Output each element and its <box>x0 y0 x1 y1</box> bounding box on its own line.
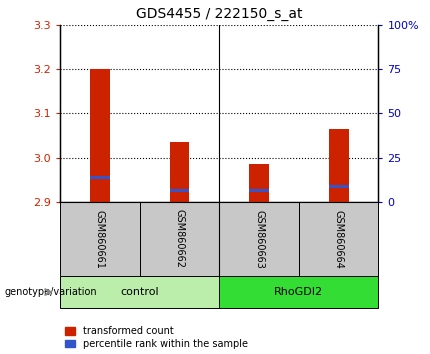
Text: RhoGDI2: RhoGDI2 <box>274 287 323 297</box>
Bar <box>60 276 219 308</box>
Bar <box>169 189 190 192</box>
Bar <box>90 176 110 179</box>
Bar <box>140 202 219 276</box>
Bar <box>169 142 190 202</box>
Text: GSM860663: GSM860663 <box>254 210 264 268</box>
Bar <box>219 276 378 308</box>
Bar <box>249 164 269 202</box>
Bar <box>249 189 269 192</box>
Bar <box>90 69 110 202</box>
Title: GDS4455 / 222150_s_at: GDS4455 / 222150_s_at <box>136 7 303 21</box>
Bar <box>60 202 140 276</box>
Bar <box>329 129 349 202</box>
Text: GSM860664: GSM860664 <box>334 210 344 268</box>
Text: genotype/variation: genotype/variation <box>4 287 97 297</box>
Bar <box>219 202 299 276</box>
Text: GSM860662: GSM860662 <box>175 210 184 268</box>
Bar <box>329 185 349 188</box>
Bar <box>299 202 378 276</box>
Legend: transformed count, percentile rank within the sample: transformed count, percentile rank withi… <box>65 326 248 349</box>
Text: GSM860661: GSM860661 <box>95 210 105 268</box>
Text: control: control <box>120 287 159 297</box>
